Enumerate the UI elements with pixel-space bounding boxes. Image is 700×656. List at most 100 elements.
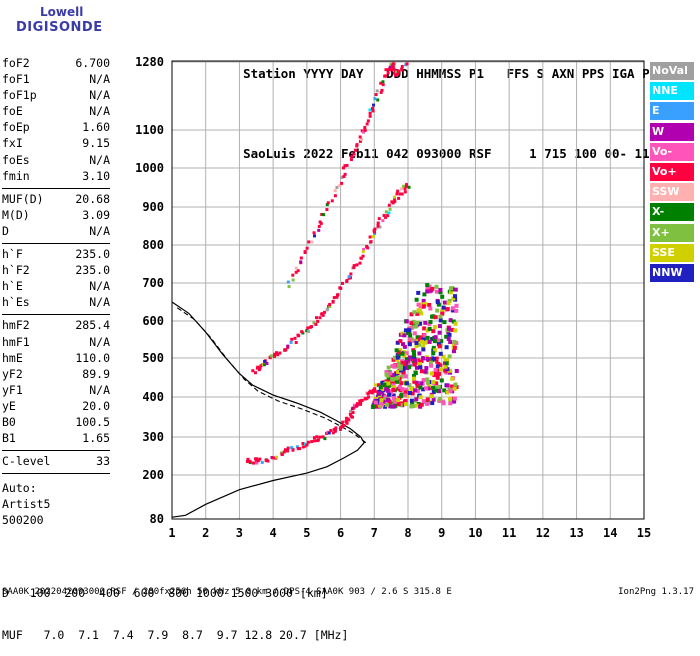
param-label: hmE: [2, 350, 23, 365]
y-tick-label: 80: [150, 512, 164, 526]
param-label: hmF1: [2, 334, 30, 349]
echo-point: [431, 385, 436, 390]
echo-point: [430, 401, 435, 406]
echo-point: [443, 368, 448, 373]
muf-d-value: 1000: [196, 586, 224, 600]
echo-point: [384, 68, 388, 72]
electron-density-profile: [171, 301, 365, 518]
echo-point: [429, 363, 434, 368]
echo-point: [416, 401, 421, 406]
echo-point: [438, 397, 443, 402]
echo-point: [334, 428, 338, 432]
echo-point: [404, 319, 409, 324]
echo-point: [349, 409, 353, 413]
echo-point: [419, 311, 424, 316]
echo-point: [433, 367, 438, 372]
echo-point: [447, 354, 452, 359]
muf-d-value: 600: [133, 586, 155, 600]
echo-point: [372, 103, 376, 107]
param-value: 33: [96, 454, 110, 469]
echo-point: [407, 337, 412, 342]
echo-point: [411, 404, 416, 409]
echo-point: [422, 340, 427, 345]
echo-point: [380, 88, 384, 92]
echo-point: [405, 62, 409, 66]
param-row: fmin 3.10: [2, 169, 110, 185]
x-tick-label: 4: [270, 526, 277, 540]
echo-point: [350, 155, 354, 159]
echo-point: [433, 348, 438, 353]
echo-point: [393, 73, 397, 77]
legend-entry: X+: [650, 223, 694, 242]
echo-point: [448, 340, 453, 345]
echo-point: [404, 184, 408, 188]
echo-point: [338, 184, 342, 188]
echo-point: [396, 402, 401, 407]
param-row: foF1p N/A: [2, 88, 110, 104]
echo-point: [386, 214, 390, 218]
echo-point: [350, 415, 354, 419]
echo-point: [445, 383, 450, 388]
echo-point: [402, 393, 407, 398]
echo-point: [412, 352, 417, 357]
echo-point: [365, 244, 369, 248]
y-tick-label: 700: [142, 276, 164, 290]
echo-point: [291, 278, 295, 282]
param-row: hmE 110.0: [2, 351, 110, 367]
echo-point: [400, 351, 405, 356]
echo-point: [387, 203, 391, 207]
param-row: M(D) 3.09: [2, 208, 110, 224]
echo-point: [286, 446, 290, 450]
echo-point: [315, 316, 319, 320]
echo-point: [434, 289, 439, 294]
echo-point: [287, 285, 291, 289]
echo-point: [322, 310, 326, 314]
echo-point: [395, 379, 400, 384]
echo-point: [255, 366, 259, 370]
echo-point: [414, 380, 419, 385]
muf-value: 7.9: [147, 628, 169, 642]
echo-point: [445, 390, 450, 395]
echo-point: [427, 284, 432, 289]
params-separator: [2, 314, 110, 316]
echo-point: [413, 388, 418, 393]
echo-point: [368, 389, 372, 393]
echo-point: [412, 322, 417, 327]
echo-point: [427, 326, 432, 331]
echo-point: [435, 356, 439, 360]
echo-point: [410, 400, 415, 405]
header-value: 1: [529, 146, 537, 161]
echo-point: [361, 254, 365, 258]
muf-table: D 100 200 400 600 800 1000 1500 3000 [km…: [2, 558, 348, 656]
echo-point: [345, 421, 349, 425]
echo-point: [403, 402, 408, 407]
param-label: hmF2: [2, 318, 30, 333]
echo-point: [269, 354, 273, 358]
echo-point: [440, 294, 445, 299]
echo-point: [399, 394, 404, 399]
echo-point: [404, 387, 409, 392]
echo-point: [390, 67, 394, 71]
echo-point: [335, 295, 339, 299]
echo-point: [384, 210, 388, 214]
echo-point: [381, 80, 385, 84]
header-value: RSF: [468, 146, 492, 161]
echo-point: [295, 445, 299, 449]
echo-point: [389, 62, 393, 66]
header-label: DAY: [340, 66, 364, 81]
echo-point: [443, 364, 448, 369]
param-value: N/A: [89, 382, 110, 397]
echo-point: [396, 364, 401, 369]
echo-point: [376, 224, 380, 228]
param-label: yE: [2, 398, 16, 413]
echo-point: [451, 296, 456, 301]
param-label: h`F2: [2, 263, 30, 278]
echo-point: [441, 354, 446, 359]
echo-point: [306, 326, 310, 330]
echo-point: [430, 314, 435, 319]
echo-point: [283, 348, 287, 352]
echo-point: [320, 312, 324, 316]
echo-point: [395, 355, 400, 360]
echo-point: [390, 200, 394, 204]
echo-point: [400, 192, 404, 196]
